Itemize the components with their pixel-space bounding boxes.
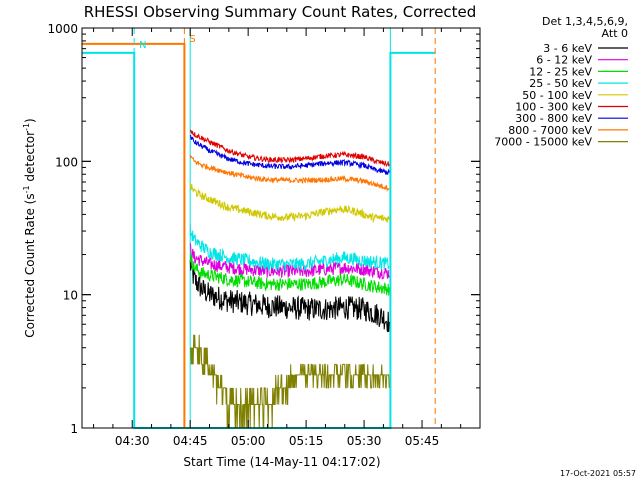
chart-title: RHESSI Observing Summary Count Rates, Co… [84, 3, 477, 21]
series-line-8 [190, 334, 390, 429]
x-tick-label: 05:15 [289, 434, 324, 448]
series-line-6 [189, 134, 390, 175]
series-line-7 [189, 155, 390, 192]
legend-entry-7: 800 - 7000 keV [508, 124, 592, 137]
legend-header-line-1: Det 1,3,4,5,6,9, [542, 15, 628, 28]
x-tick-label: 05:30 [347, 434, 382, 448]
series-line-5 [189, 129, 390, 168]
plot-area: N S 04:30 04:45 05:00 05:15 05:30 05:45 1 10 100 10… [47, 22, 481, 448]
y-tick-label: 1 [70, 422, 78, 436]
series-line-2 [189, 253, 390, 296]
series-line-4 [189, 183, 390, 224]
plot-frame [81, 27, 481, 429]
series-line-0 [189, 258, 390, 333]
series-line-3 [189, 224, 390, 272]
x-tick-label: 04:45 [173, 434, 208, 448]
x-tick-label: 04:30 [115, 434, 150, 448]
legend-entry-2: 12 - 25 keV [529, 65, 592, 78]
y-tick-label: 1000 [47, 22, 78, 36]
x-tick-label: 05:45 [405, 434, 440, 448]
x-axis-label: Start Time (14-May-11 04:17:02) [183, 455, 380, 469]
x-tick-label: 05:00 [231, 434, 266, 448]
legend-entry-4: 50 - 100 keV [522, 89, 592, 102]
series-line-1 [189, 243, 390, 280]
legend-entry-8: 7000 - 15000 keV [494, 136, 592, 149]
y-tick-label: 100 [55, 155, 78, 169]
legend-entry-3: 25 - 50 keV [529, 77, 592, 90]
legend-entry-0: 3 - 6 keV [543, 42, 592, 55]
legend-entry-1: 6 - 12 keV [536, 54, 592, 67]
marker-label-n: N [139, 40, 146, 51]
legend-header-line-2: Att 0 [602, 27, 628, 40]
marker-label-s: S [189, 34, 195, 45]
y-axis-label: Corrected Count Rate (s-1 detector-1) [22, 118, 37, 337]
footer-timestamp: 17-Oct-2021 05:57 [560, 469, 636, 478]
legend-entry-6: 300 - 800 keV [515, 112, 592, 125]
y-tick-label: 10 [63, 289, 78, 303]
legend-entry-5: 100 - 300 keV [515, 101, 592, 114]
